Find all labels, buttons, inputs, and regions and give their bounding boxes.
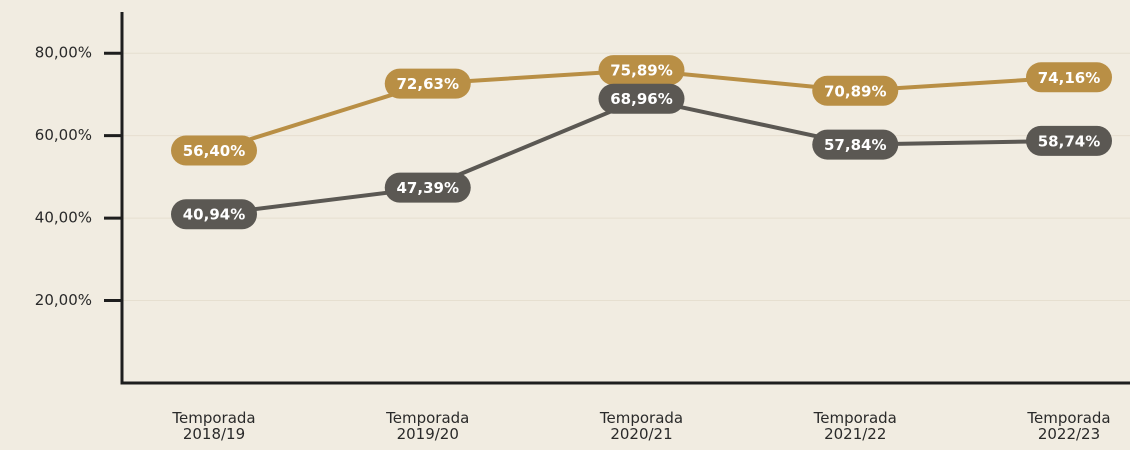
data-label: 68,96% — [610, 90, 672, 108]
x-tick-label: Temporada 2021/22 — [813, 409, 897, 443]
data-label: 74,16% — [1038, 69, 1100, 87]
point-label-pill — [171, 199, 257, 230]
series-line — [213, 96, 1070, 217]
data-label: 75,89% — [610, 62, 672, 80]
y-tick-label: 40,00% — [35, 209, 92, 227]
point-label-pill — [812, 129, 899, 160]
data-label: 58,74% — [1038, 132, 1100, 150]
data-label: 72,63% — [397, 75, 459, 93]
point-label-pill — [812, 75, 899, 106]
point-label-pill — [384, 172, 471, 203]
point-label-pill — [384, 68, 471, 99]
point-label-pill — [1026, 62, 1112, 93]
data-label: 57,84% — [824, 136, 886, 154]
point-label-pill — [598, 55, 685, 86]
x-tick-label: Temporada 2018/19 — [172, 409, 256, 443]
data-label: 47,39% — [397, 179, 459, 197]
data-label: 70,89% — [824, 82, 886, 100]
data-label: 56,40% — [183, 142, 245, 160]
y-tick-label: 80,00% — [35, 44, 92, 62]
x-tick-label: Temporada 2020/21 — [599, 409, 684, 443]
x-tick-label: Temporada 2019/20 — [386, 409, 470, 443]
point-label-pill — [598, 83, 685, 114]
point-label-pill — [171, 135, 257, 166]
y-tick-label: 20,00% — [35, 291, 92, 309]
point-label-pill — [1026, 125, 1112, 156]
y-tick-label: 60,00% — [35, 126, 92, 144]
x-tick-label: Temporada 2022/23 — [1027, 409, 1111, 443]
data-label: 40,94% — [183, 206, 245, 224]
